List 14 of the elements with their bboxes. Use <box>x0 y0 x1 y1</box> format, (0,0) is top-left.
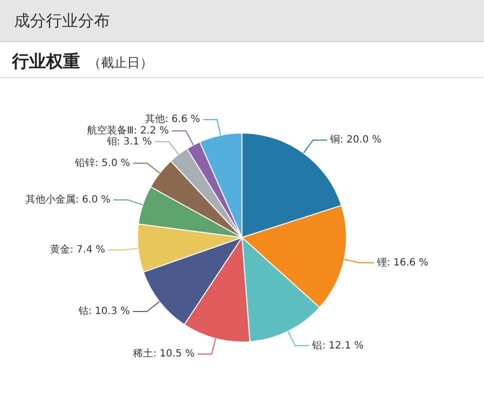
chart-subtitle: （截止日） <box>88 56 153 71</box>
slice-label: 稀土: 10.5 % <box>133 348 195 360</box>
slice-label: 铝: 12.1 % <box>311 340 364 352</box>
text: 成分行业分布 <box>0 0 484 42</box>
slice-label: 钴: 10.3 % <box>77 305 130 318</box>
slice-label: 其他: 6.6 % <box>145 113 200 126</box>
slice-label: 其他小金属: 6.0 % <box>25 193 111 206</box>
chart-title: 行业权重 <box>12 52 80 72</box>
slice-label: 航空装备Ⅲ: 2.2 % <box>86 124 169 136</box>
slice-label: 钼: 3.1 % <box>106 136 152 148</box>
slice-label: 铅锌: 5.0 % <box>74 156 130 169</box>
slice-label: 铜: 20.0 % <box>328 134 382 146</box>
slice-label: 黄金: 7.4 % <box>50 244 106 256</box>
slice-label: 锂: 16.6 % <box>376 257 428 268</box>
